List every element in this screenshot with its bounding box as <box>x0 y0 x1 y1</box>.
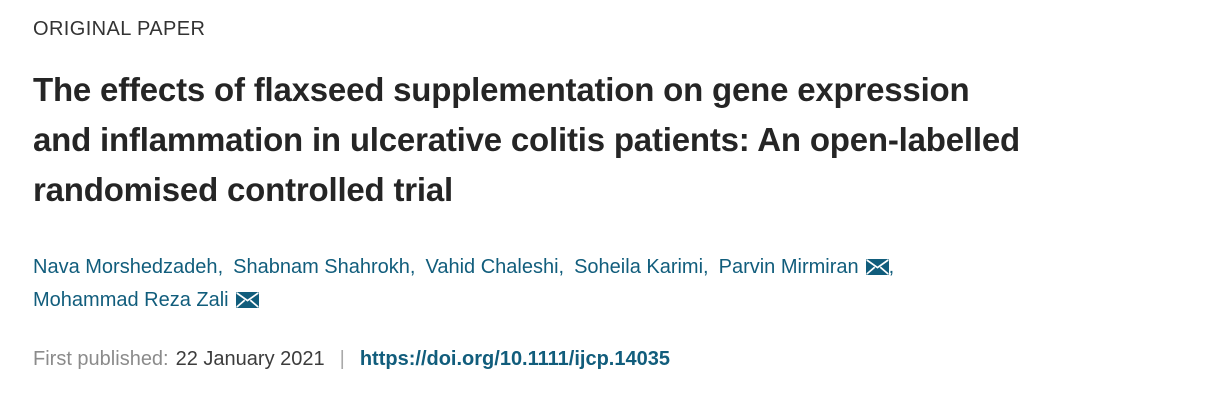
author-separator: , <box>703 256 709 278</box>
publication-date: 22 January 2021 <box>175 348 325 370</box>
title-line-3: randomised controlled trial <box>33 171 454 208</box>
author-separator: , <box>217 256 224 278</box>
article-header: ORIGINAL PAPER The effects of flaxseed s… <box>33 18 1228 372</box>
pipe-separator: | <box>339 348 345 370</box>
author-line-1: Nava Morshedzadeh, Shabnam Shahrokh, Vahid… <box>33 251 1228 284</box>
author-list: Nava Morshedzadeh, Shabnam Shahrokh, Vahid… <box>33 251 1228 317</box>
article-title: The effects of flaxseed supplementation … <box>33 65 1228 215</box>
author-link-nava-morshedzadeh[interactable]: Nava Morshedzadeh <box>33 256 218 278</box>
author-link-shabnam-shahrokh[interactable]: Shabnam Shahrokh <box>233 256 410 278</box>
title-line-2: and inflammation in ulcerative colitis p… <box>33 121 1020 158</box>
author-link-vahid-chaleshi[interactable]: Vahid Chaleshi <box>425 256 559 278</box>
doi-link[interactable]: https://doi.org/10.1111/ijcp.14035 <box>359 348 670 370</box>
mail-icon[interactable] <box>235 284 259 317</box>
author-link-soheila-karimi[interactable]: Soheila Karimi <box>574 256 704 278</box>
title-line-1: The effects of flaxseed supplementation … <box>33 71 970 108</box>
category-label: ORIGINAL PAPER <box>33 18 206 40</box>
mail-icon[interactable] <box>865 251 889 284</box>
author-separator: , <box>558 256 565 278</box>
publication-info: First published: 22 January 2021 | https://… <box>33 346 1228 372</box>
author-link-mohammad-reza-zali[interactable]: Mohammad Reza Zali <box>33 289 229 311</box>
author-separator: , <box>888 256 895 278</box>
author-separator: , <box>409 256 416 278</box>
first-published-label: First published: <box>33 348 169 370</box>
author-link-parvin-mirmiran[interactable]: Parvin Mirmiran <box>718 256 859 278</box>
author-line-2: Mohammad Reza Zali <box>33 284 1228 317</box>
